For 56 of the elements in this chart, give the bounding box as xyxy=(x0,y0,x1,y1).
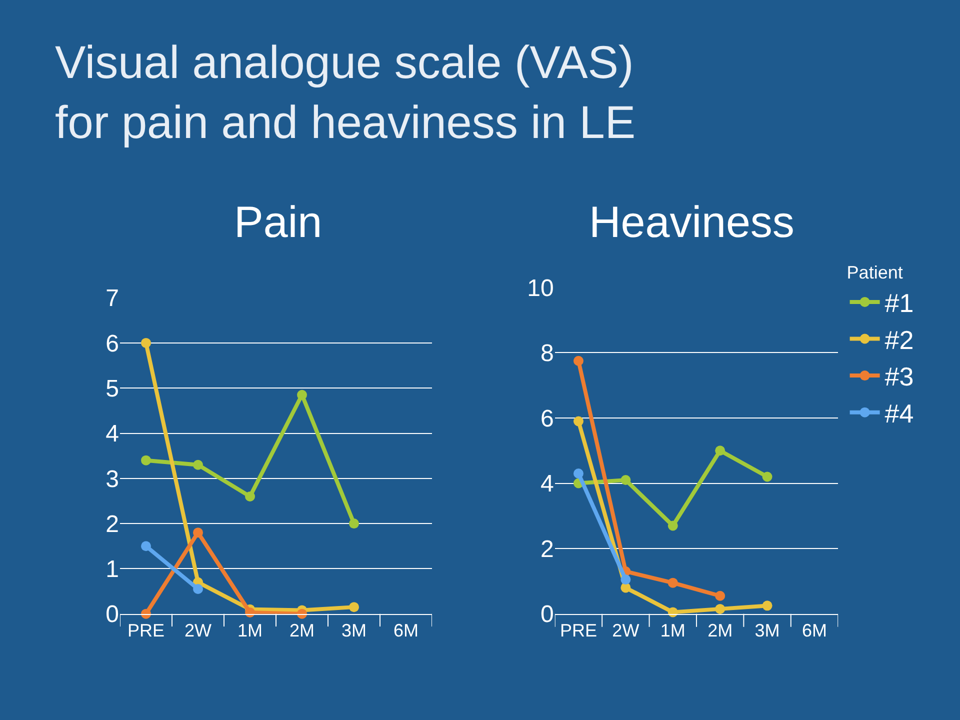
y-tick-label: 5 xyxy=(106,376,119,403)
point xyxy=(620,574,631,585)
point xyxy=(715,604,726,614)
point xyxy=(762,600,772,611)
y-tick-label: 10 xyxy=(527,274,554,302)
point xyxy=(193,528,203,538)
point xyxy=(573,356,584,366)
point xyxy=(715,446,726,456)
x-tick-label: 2M xyxy=(289,620,315,640)
point xyxy=(141,541,151,552)
y-tick-label: 2 xyxy=(540,536,554,563)
y-tick-label: 2 xyxy=(106,510,119,538)
y-tick-label: 0 xyxy=(106,601,119,628)
point xyxy=(141,455,151,466)
y-tick-label: 6 xyxy=(540,405,554,432)
x-tick-label: 2W xyxy=(184,620,212,640)
y-tick-label: 4 xyxy=(540,470,554,498)
x-tick-label: 1M xyxy=(237,620,263,640)
y-tick-label: 4 xyxy=(106,420,119,448)
chart-title: Heaviness xyxy=(589,198,794,247)
y-tick-label: 6 xyxy=(106,330,119,358)
point xyxy=(620,475,631,486)
legend-label: #1 xyxy=(884,288,914,318)
point xyxy=(349,602,359,612)
y-tick-label: 3 xyxy=(106,466,119,493)
point xyxy=(245,491,255,502)
x-tick-label: 3M xyxy=(341,620,367,640)
point xyxy=(762,472,772,482)
point xyxy=(715,590,726,601)
y-tick-label: 1 xyxy=(106,556,119,584)
point xyxy=(349,518,359,529)
y-tick-label: 7 xyxy=(106,285,119,312)
point xyxy=(193,584,203,594)
x-tick-label: PRE xyxy=(560,620,597,640)
legend-label: #3 xyxy=(884,362,914,392)
chart-title: Pain xyxy=(234,198,322,247)
point xyxy=(297,390,307,400)
text: Visual analogue scale (VAS) for pain and heaviness in LE xyxy=(55,36,636,148)
x-tick-label: 3M xyxy=(754,620,780,640)
x-tick-label: 6M xyxy=(802,620,827,640)
point xyxy=(141,338,151,348)
x-tick-label: 2W xyxy=(612,620,640,640)
point xyxy=(193,460,203,470)
y-tick-label: 0 xyxy=(540,601,554,628)
x-tick-label: 6M xyxy=(393,620,419,640)
legend-label: #4 xyxy=(884,398,914,428)
point xyxy=(573,468,584,478)
point xyxy=(573,416,584,426)
x-tick-label: 1M xyxy=(660,620,686,640)
x-tick-label: 2M xyxy=(708,620,733,640)
x-tick-label: PRE xyxy=(127,620,165,640)
legend-title: Patient xyxy=(846,262,903,283)
legend-label: #2 xyxy=(884,324,914,355)
y-tick-label: 8 xyxy=(540,340,554,368)
point xyxy=(668,520,678,531)
point xyxy=(668,578,678,588)
